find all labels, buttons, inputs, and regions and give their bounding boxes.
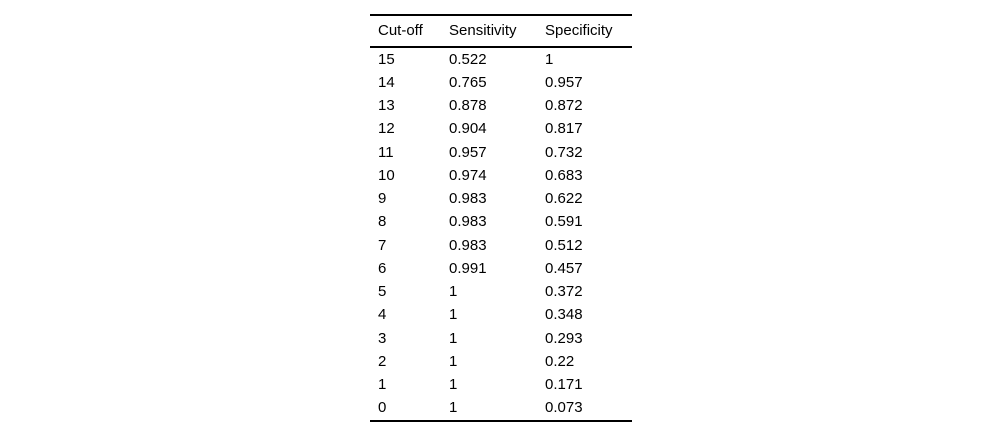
cell-sensitivity: 1 <box>449 329 458 347</box>
table-header-rule <box>370 45 632 48</box>
cell-cutoff: 15 <box>378 50 395 68</box>
table-row: 10 0.974 0.683 <box>370 164 632 187</box>
cell-specificity: 0.372 <box>545 283 583 301</box>
table-row: 11 0.957 0.732 <box>370 141 632 164</box>
cell-sensitivity: 1 <box>449 283 458 301</box>
cell-cutoff: 9 <box>378 190 387 208</box>
cell-sensitivity: 0.974 <box>449 166 487 184</box>
cell-specificity: 0.348 <box>545 306 583 324</box>
cell-specificity: 0.22 <box>545 352 575 370</box>
cell-specificity: 0.293 <box>545 329 583 347</box>
cell-sensitivity: 0.957 <box>449 143 487 161</box>
cell-specificity: 0.683 <box>545 166 583 184</box>
table-top-rule <box>370 14 632 16</box>
cell-cutoff: 7 <box>378 236 387 254</box>
cell-sensitivity: 1 <box>449 352 458 370</box>
cell-specificity: 1 <box>545 50 554 68</box>
table-row: 9 0.983 0.622 <box>370 187 632 210</box>
cell-specificity: 0.457 <box>545 259 583 277</box>
table-row: 3 1 0.293 <box>370 327 632 350</box>
table-row: 7 0.983 0.512 <box>370 234 632 257</box>
cell-specificity: 0.512 <box>545 236 583 254</box>
cell-sensitivity: 1 <box>449 306 458 324</box>
cell-cutoff: 5 <box>378 283 387 301</box>
table-row: 2 1 0.22 <box>370 350 632 373</box>
column-header-sensitivity: Sensitivity <box>449 22 517 39</box>
cell-specificity: 0.591 <box>545 213 583 231</box>
cell-specificity: 0.073 <box>545 399 583 417</box>
table-row: 14 0.765 0.957 <box>370 71 632 94</box>
cell-cutoff: 2 <box>378 352 387 370</box>
cell-cutoff: 14 <box>378 73 395 91</box>
cell-specificity: 0.171 <box>545 376 583 394</box>
table-header-row: Cut-off Sensitivity Specificity <box>370 16 632 46</box>
cell-specificity: 0.817 <box>545 120 583 138</box>
cell-specificity: 0.872 <box>545 97 583 115</box>
table-body: 15 0.522 1 14 0.765 0.957 13 0.878 0.872… <box>370 48 632 420</box>
cell-cutoff: 10 <box>378 166 395 184</box>
cell-cutoff: 11 <box>378 143 394 161</box>
cell-cutoff: 8 <box>378 213 387 231</box>
cutoff-table: Cut-off Sensitivity Specificity 15 0.522… <box>370 14 632 422</box>
cell-sensitivity: 0.991 <box>449 259 487 277</box>
cell-cutoff: 6 <box>378 259 387 277</box>
cell-cutoff: 13 <box>378 97 395 115</box>
table-row: 0 1 0.073 <box>370 396 632 419</box>
column-header-specificity: Specificity <box>545 22 613 39</box>
cell-sensitivity: 0.983 <box>449 213 487 231</box>
cell-sensitivity: 0.904 <box>449 120 487 138</box>
table-row: 1 1 0.171 <box>370 373 632 396</box>
cell-specificity: 0.622 <box>545 190 583 208</box>
table-row: 4 1 0.348 <box>370 303 632 326</box>
cell-cutoff: 1 <box>378 376 387 394</box>
cell-specificity: 0.732 <box>545 143 583 161</box>
table-row: 13 0.878 0.872 <box>370 94 632 117</box>
cell-sensitivity: 1 <box>449 399 458 417</box>
cell-sensitivity: 0.983 <box>449 190 487 208</box>
table-bottom-rule <box>370 419 632 422</box>
cell-specificity: 0.957 <box>545 73 583 91</box>
cell-sensitivity: 0.522 <box>449 50 487 68</box>
table-row: 6 0.991 0.457 <box>370 257 632 280</box>
cell-cutoff: 4 <box>378 306 387 324</box>
cell-sensitivity: 0.983 <box>449 236 487 254</box>
cell-sensitivity: 1 <box>449 376 458 394</box>
cell-cutoff: 12 <box>378 120 395 138</box>
cell-sensitivity: 0.765 <box>449 73 487 91</box>
table-row: 5 1 0.372 <box>370 280 632 303</box>
cell-cutoff: 0 <box>378 399 387 417</box>
table-row: 12 0.904 0.817 <box>370 117 632 140</box>
table-row: 15 0.522 1 <box>370 48 632 71</box>
cell-sensitivity: 0.878 <box>449 97 487 115</box>
cell-cutoff: 3 <box>378 329 387 347</box>
table-row: 8 0.983 0.591 <box>370 210 632 233</box>
column-header-cutoff: Cut-off <box>378 22 423 39</box>
